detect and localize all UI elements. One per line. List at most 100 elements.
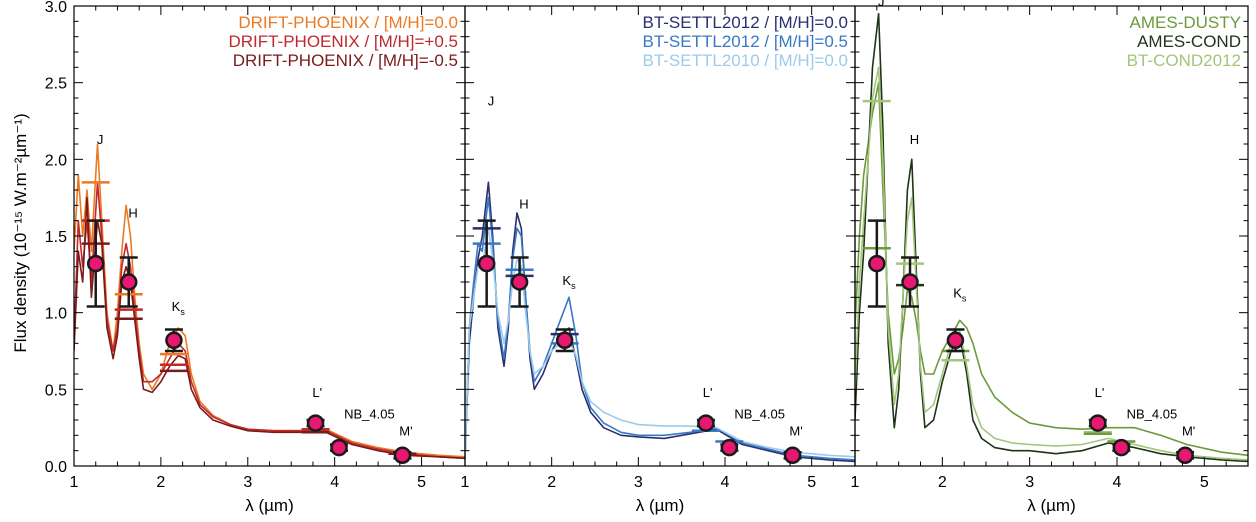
band-label-text: K bbox=[953, 285, 962, 300]
x-tick-label: 2 bbox=[938, 474, 947, 491]
band-label: NB_4.05 bbox=[344, 406, 395, 421]
series-line-2 bbox=[465, 196, 855, 461]
legend-entry: BT-COND2012 bbox=[1127, 51, 1241, 70]
band-label-text: M' bbox=[1182, 423, 1195, 438]
band-label-text: H bbox=[910, 132, 919, 147]
y-tick-label: 2.5 bbox=[45, 76, 67, 93]
y-tick-label: 0.0 bbox=[45, 459, 67, 476]
y-tick-label: 0.5 bbox=[45, 382, 67, 399]
y-tick-label: 1.0 bbox=[45, 306, 67, 323]
legend-entry: DRIFT-PHOENIX / [M/H]=0.0 bbox=[238, 13, 458, 32]
x-tick-label: 2 bbox=[156, 474, 165, 491]
band-label-text: J bbox=[878, 0, 885, 9]
x-tick-label: 5 bbox=[807, 474, 816, 491]
x-axis-title: λ (µm) bbox=[636, 496, 685, 515]
y-tick-label: 3.0 bbox=[45, 0, 67, 16]
photometry-point bbox=[330, 438, 348, 457]
band-label-text: J bbox=[97, 132, 104, 147]
panel-2: 1 2 3 4 5 λ (µm) J H Ks L' NB_4.05 M' BT-SETTL2012 /… bbox=[461, 5, 856, 515]
panel-frame bbox=[73, 5, 466, 467]
photometry-point bbox=[393, 446, 412, 465]
panel-3: 1 2 3 4 5 λ (µm) J H Ks L' NB_4.05 M' AMES-DUSTYAMES… bbox=[851, 0, 1249, 515]
photometry-point bbox=[720, 438, 739, 457]
x-tick-label: 4 bbox=[721, 474, 730, 491]
legend-entry: AMES-COND bbox=[1137, 32, 1241, 51]
band-label: Ks bbox=[172, 299, 186, 317]
band-label: M' bbox=[1182, 423, 1195, 438]
band-label: NB_4.05 bbox=[734, 406, 785, 421]
photometry-point bbox=[868, 254, 886, 273]
series-line-3 bbox=[74, 196, 465, 460]
photometry-point bbox=[1176, 446, 1194, 465]
photometry-point bbox=[1112, 438, 1131, 457]
series-line-2 bbox=[855, 12, 1248, 463]
series-line-3 bbox=[855, 66, 1248, 461]
photometry-point bbox=[783, 446, 802, 465]
x-tick-label: 1 bbox=[461, 474, 470, 491]
band-label-text: M' bbox=[399, 423, 412, 438]
band-label-text: K bbox=[562, 273, 571, 288]
y-axis-title: Flux density (10⁻¹⁵ W.m⁻²µm⁻¹) bbox=[11, 113, 30, 352]
band-label: M' bbox=[399, 423, 412, 438]
plot-area bbox=[465, 181, 855, 465]
band-label-text: NB_4.05 bbox=[734, 406, 785, 421]
photometry-point bbox=[510, 273, 529, 291]
y-tick-label: 2.0 bbox=[45, 152, 67, 169]
photometry-point bbox=[555, 331, 574, 350]
band-label: H bbox=[910, 132, 919, 147]
legend-entry: DRIFT-PHOENIX / [M/H]=+0.5 bbox=[228, 32, 458, 51]
band-label: M' bbox=[789, 423, 802, 438]
band-label: Ks bbox=[562, 273, 576, 291]
band-label-text: H bbox=[519, 196, 528, 211]
band-label: H bbox=[519, 196, 528, 211]
photometry-point bbox=[165, 331, 183, 350]
panels: 1 2 3 4 5 λ (µm) 0.0 0.5 1.0 1.5 2.0 2.5 3.0 J H Ks L' NB… bbox=[45, 0, 1249, 515]
legend-entry: BT-SETTL2010 / [M/H]=0.0 bbox=[642, 51, 848, 70]
x-tick-label: 1 bbox=[70, 474, 79, 491]
photometry-point bbox=[946, 331, 965, 350]
band-label-text: L' bbox=[312, 385, 322, 400]
legend-entry: AMES-DUSTY bbox=[1130, 13, 1241, 32]
photometry-point bbox=[697, 414, 715, 432]
panel-1: 1 2 3 4 5 λ (µm) 0.0 0.5 1.0 1.5 2.0 2.5 3.0 J H Ks L' NB… bbox=[45, 0, 466, 515]
x-tick-label: 3 bbox=[1025, 474, 1034, 491]
band-label-text: M' bbox=[789, 423, 802, 438]
legend-entry: BT-SETTL2012 / [M/H]=0.5 bbox=[642, 32, 848, 51]
series-line-1 bbox=[465, 181, 855, 463]
band-label: J bbox=[97, 132, 104, 147]
band-label-subscript: s bbox=[180, 307, 185, 317]
x-tick-label: 1 bbox=[851, 474, 860, 491]
photometry-point bbox=[901, 273, 919, 291]
x-tick-label: 2 bbox=[547, 474, 556, 491]
band-label: L' bbox=[1095, 385, 1105, 400]
photometry-point bbox=[306, 414, 325, 432]
band-label: J bbox=[878, 0, 885, 9]
band-label-text: K bbox=[172, 299, 181, 314]
band-label: L' bbox=[703, 385, 713, 400]
band-label: H bbox=[128, 206, 137, 221]
band-label-text: L' bbox=[703, 385, 713, 400]
band-label-text: NB_4.05 bbox=[344, 406, 395, 421]
band-label: J bbox=[488, 94, 495, 109]
x-axis-title: λ (µm) bbox=[245, 496, 294, 515]
band-label-text: H bbox=[128, 206, 137, 221]
band-label: L' bbox=[312, 385, 322, 400]
x-tick-label: 3 bbox=[243, 474, 252, 491]
band-label-subscript: s bbox=[571, 281, 576, 291]
band-label-text: L' bbox=[1095, 385, 1105, 400]
y-tick-label: 1.5 bbox=[45, 229, 67, 246]
legend-entry: DRIFT-PHOENIX / [M/H]=-0.5 bbox=[233, 51, 458, 70]
band-label-text: J bbox=[488, 94, 495, 109]
x-axis-title: λ (µm) bbox=[1027, 496, 1076, 515]
photometry-point bbox=[86, 254, 105, 273]
band-label-subscript: s bbox=[962, 293, 967, 303]
x-tick-label: 3 bbox=[634, 474, 643, 491]
band-label-text: NB_4.05 bbox=[1127, 406, 1178, 421]
x-tick-label: 4 bbox=[330, 474, 339, 491]
plot-area bbox=[74, 143, 465, 465]
x-tick-label: 4 bbox=[1113, 474, 1122, 491]
photometry-point bbox=[119, 273, 138, 291]
photometry-point bbox=[477, 254, 496, 273]
photometry-point bbox=[1089, 414, 1107, 432]
